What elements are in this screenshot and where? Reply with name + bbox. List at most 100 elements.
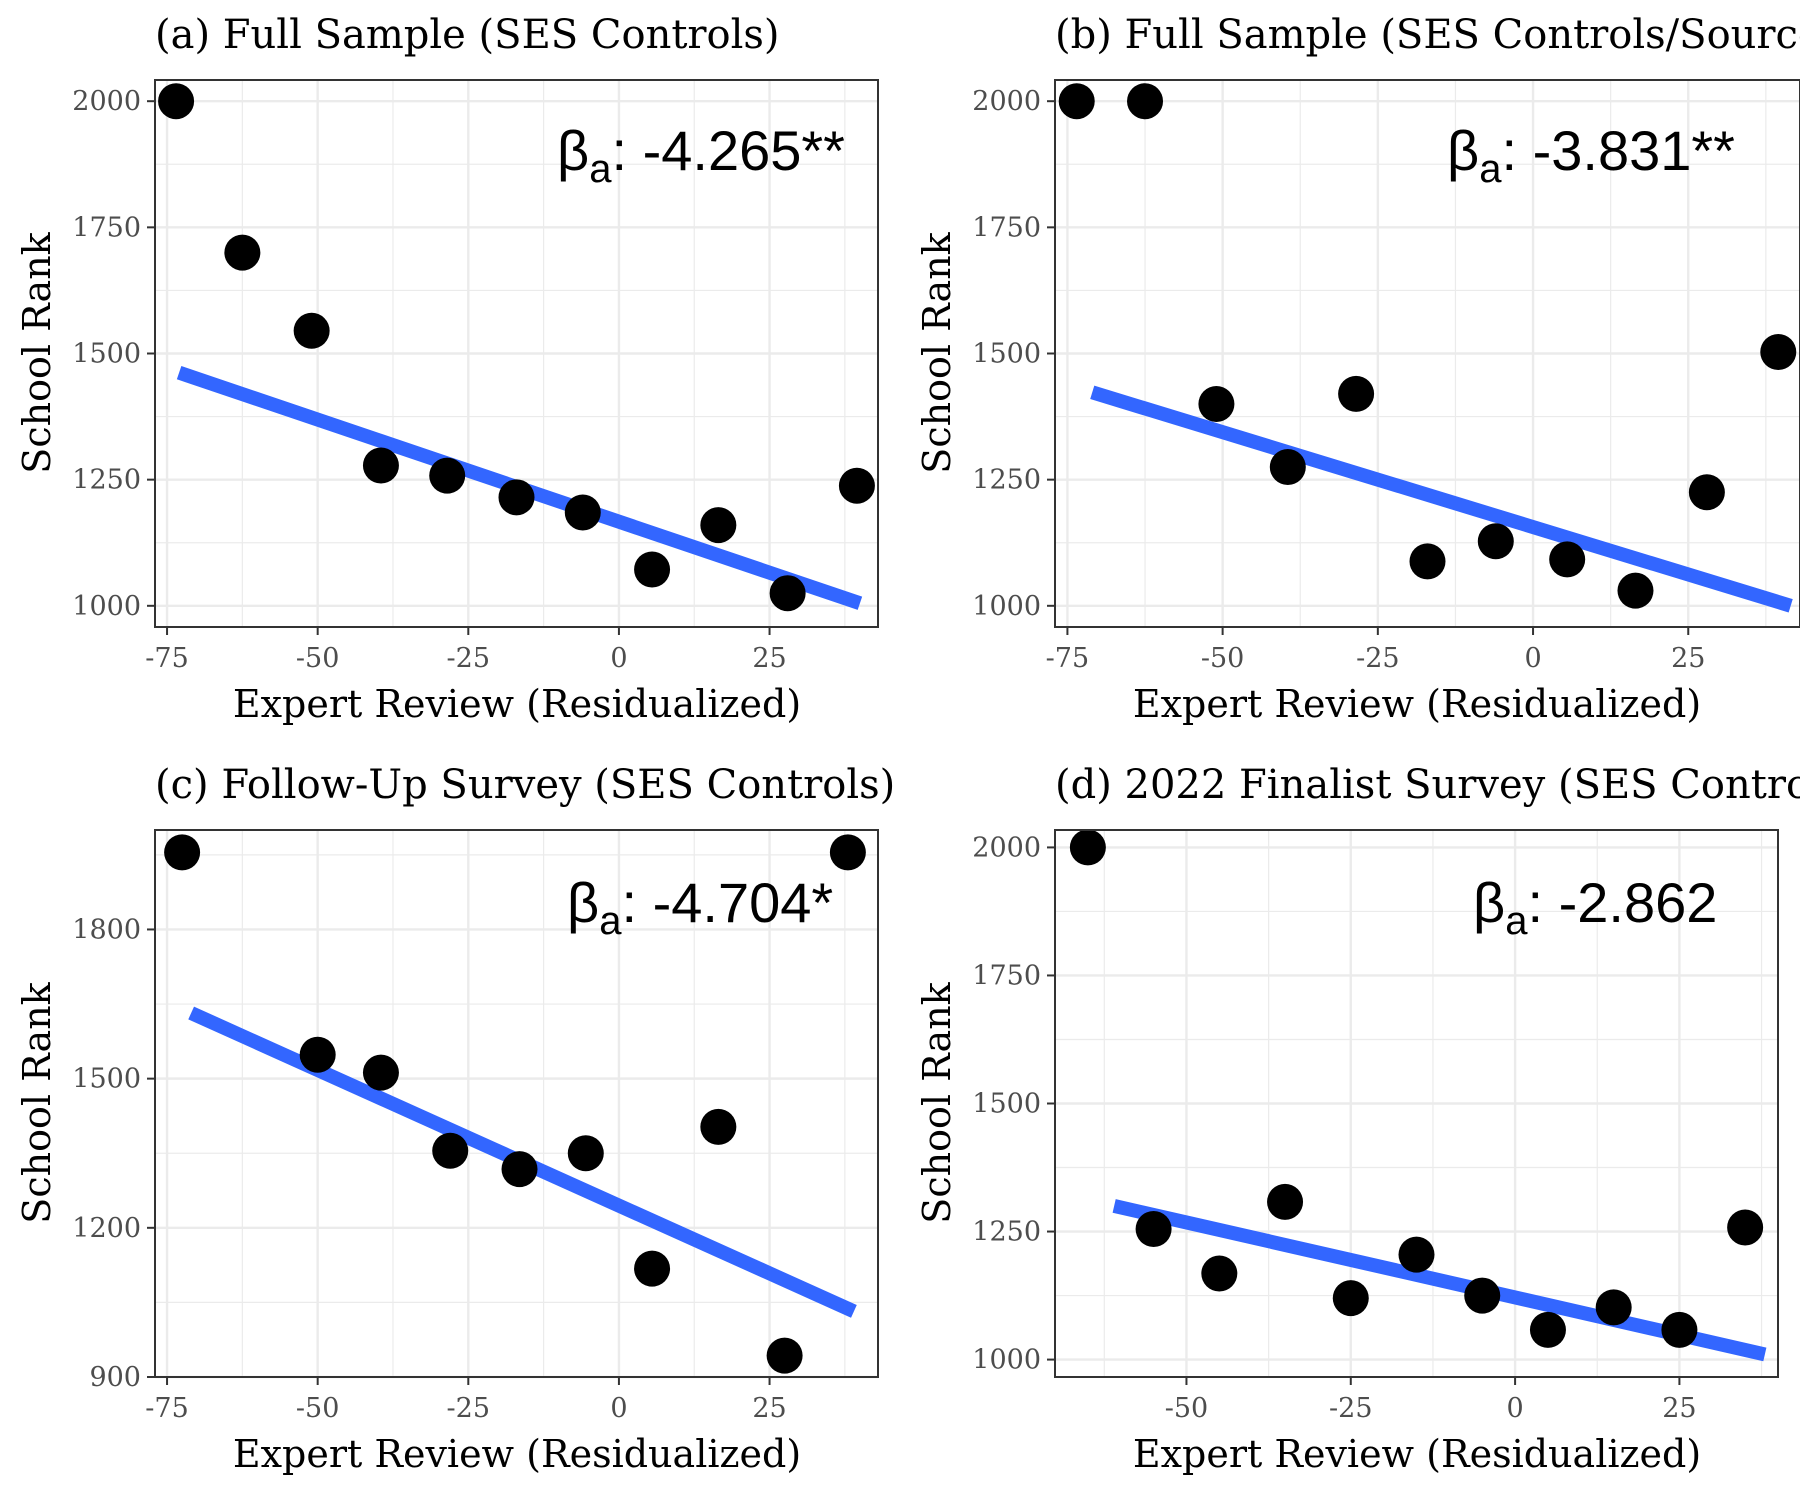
panel-c-beta-annotation: βa: -4.704* bbox=[567, 871, 833, 943]
beta-value: : -4.265** bbox=[611, 119, 845, 182]
panel-b-data-point bbox=[1760, 333, 1797, 370]
panel-c-data-point bbox=[700, 1108, 737, 1145]
panel-d-data-point bbox=[1727, 1209, 1764, 1246]
panel-a-data-point bbox=[634, 551, 671, 588]
panel-c-data-point bbox=[567, 1135, 604, 1172]
panel-a-x-tick-label: -75 bbox=[145, 643, 188, 674]
panel-d-data-point bbox=[1398, 1236, 1435, 1273]
panel-d-x-tick-label: 0 bbox=[1506, 1393, 1523, 1424]
panel-b-y-tick-label: 1750 bbox=[972, 212, 1041, 243]
panel-b-data-point bbox=[1549, 541, 1586, 578]
panel-c-y-tick-label: 900 bbox=[89, 1362, 141, 1393]
panel-d-data-point bbox=[1201, 1255, 1238, 1292]
panel-c-x-tick-label: 25 bbox=[752, 1393, 786, 1424]
panel-d: (d) 2022 Finalist Survey (SES Controls) … bbox=[915, 762, 1800, 1476]
panel-d-fit-line bbox=[1112, 1199, 1767, 1362]
panel-b-x-tick-label: -75 bbox=[1046, 643, 1089, 674]
panel-c-y-tick-label: 1800 bbox=[72, 914, 141, 945]
panel-d-y-tick-label: 1500 bbox=[972, 1089, 1041, 1120]
panel-d-y-tick-label: 1000 bbox=[972, 1345, 1041, 1376]
panel-a-y-tick-label: 1500 bbox=[72, 339, 141, 370]
panel-b-data-point bbox=[1338, 375, 1375, 412]
panel-b-x-tick-label: 0 bbox=[1524, 643, 1541, 674]
panel-d-data-point bbox=[1135, 1210, 1172, 1247]
panel-a-x-tick-label: 0 bbox=[610, 643, 627, 674]
panel-d-y-tick-label: 1750 bbox=[972, 960, 1041, 991]
panel-d-data-point bbox=[1069, 829, 1106, 866]
panel-a-y-tick-label: 2000 bbox=[72, 86, 141, 117]
panel-b-x-tick-label: 25 bbox=[1671, 643, 1705, 674]
panel-b-y-tick-label: 2000 bbox=[972, 86, 1041, 117]
panel-b-fit-line bbox=[1090, 385, 1793, 613]
panel-b-y-axis-title: School Rank bbox=[915, 231, 959, 473]
panel-b-y-tick-label: 1500 bbox=[972, 339, 1041, 370]
panel-d-x-tick-label: -50 bbox=[1165, 1393, 1208, 1424]
panel-a-data-point bbox=[838, 467, 875, 504]
panel-a: (a) Full Sample (SES Controls) -75 -50 -25… bbox=[15, 12, 879, 726]
panel-c-x-tick-label: -25 bbox=[447, 1393, 490, 1424]
panel-b-data-point bbox=[1058, 83, 1095, 120]
panel-d-x-axis-title: Expert Review (Residualized) bbox=[1133, 1432, 1701, 1476]
beta-subscript: a bbox=[1479, 147, 1502, 191]
panel-c-data-point bbox=[164, 834, 201, 871]
panel-a-data-point bbox=[362, 447, 399, 484]
beta-value: : -4.704* bbox=[621, 871, 833, 934]
panel-d-data-point bbox=[1529, 1311, 1566, 1348]
panel-c-data-point bbox=[362, 1054, 399, 1091]
panel-a-beta-annotation: βa: -4.265** bbox=[557, 119, 845, 191]
panel-c-title: (c) Follow-Up Survey (SES Controls) bbox=[155, 762, 895, 808]
panel-b-y-tick-label: 1000 bbox=[972, 591, 1041, 622]
panel-d-data-point bbox=[1332, 1280, 1369, 1317]
panel-c-data-point bbox=[299, 1036, 336, 1073]
panel-b-data-point bbox=[1269, 449, 1306, 486]
panel-a-y-tick-label: 1750 bbox=[72, 212, 141, 243]
panel-a-data-point bbox=[429, 457, 466, 494]
panel-c-data-point bbox=[501, 1151, 538, 1188]
beta-symbol: β bbox=[1447, 119, 1479, 182]
panel-c-x-tick-label: -75 bbox=[145, 1393, 188, 1424]
panel-a-data-point bbox=[224, 234, 261, 271]
panel-d-x-tick-label: 25 bbox=[1662, 1393, 1696, 1424]
panel-b-beta-annotation: βa: -3.831** bbox=[1447, 119, 1735, 191]
panel-d-title: (d) 2022 Finalist Survey (SES Controls) bbox=[1055, 762, 1800, 808]
panel-c-x-tick-label: -50 bbox=[296, 1393, 339, 1424]
panel-b-x-tick-label: -50 bbox=[1201, 643, 1244, 674]
panel-a-data-point bbox=[564, 494, 601, 531]
panel-c-plot-background bbox=[155, 830, 878, 1377]
beta-value: : -2.862 bbox=[1527, 871, 1717, 934]
panel-b-data-point bbox=[1617, 572, 1654, 609]
panel-d-y-axis-title: School Rank bbox=[915, 981, 959, 1223]
panel-c-x-tick-label: 0 bbox=[610, 1393, 627, 1424]
panel-c: (c) Follow-Up Survey (SES Controls) -75 -… bbox=[15, 762, 895, 1476]
panel-a-data-point bbox=[498, 479, 535, 516]
panel-d-data-point bbox=[1267, 1183, 1304, 1220]
panel-b: (b) Full Sample (SES Controls/Source FE)… bbox=[915, 12, 1800, 726]
panel-c-y-tick-label: 1500 bbox=[72, 1064, 141, 1095]
panel-b-data-point bbox=[1477, 523, 1514, 560]
panel-c-data-point bbox=[766, 1337, 803, 1374]
panel-d-beta-annotation: βa: -2.862 bbox=[1473, 871, 1717, 943]
panel-a-y-tick-label: 1250 bbox=[72, 465, 141, 496]
panel-a-x-axis-title: Expert Review (Residualized) bbox=[233, 682, 801, 726]
panel-b-title: (b) Full Sample (SES Controls/Source FE) bbox=[1055, 12, 1800, 58]
panel-a-data-point bbox=[293, 312, 330, 349]
panel-a-x-tick-label: 25 bbox=[752, 643, 786, 674]
panel-a-y-tick-label: 1000 bbox=[72, 591, 141, 622]
panel-b-x-axis-title: Expert Review (Residualized) bbox=[1133, 682, 1701, 726]
beta-subscript: a bbox=[1505, 899, 1528, 943]
beta-subscript: a bbox=[599, 899, 622, 943]
panel-d-y-tick-label: 2000 bbox=[972, 832, 1041, 863]
panel-c-y-axis-title: School Rank bbox=[15, 981, 59, 1223]
panel-b-x-tick-label: -25 bbox=[1356, 643, 1399, 674]
beta-subscript: a bbox=[589, 147, 612, 191]
panel-a-data-point bbox=[769, 575, 806, 612]
panel-d-data-point bbox=[1464, 1277, 1501, 1314]
panel-b-data-point bbox=[1688, 474, 1725, 511]
panel-c-plot-border bbox=[154, 829, 879, 1378]
beta-symbol: β bbox=[1473, 871, 1505, 934]
beta-symbol: β bbox=[567, 871, 599, 934]
panel-b-data-point bbox=[1127, 83, 1164, 120]
panel-b-data-point bbox=[1409, 543, 1446, 580]
panel-c-y-tick-label: 1200 bbox=[72, 1213, 141, 1244]
